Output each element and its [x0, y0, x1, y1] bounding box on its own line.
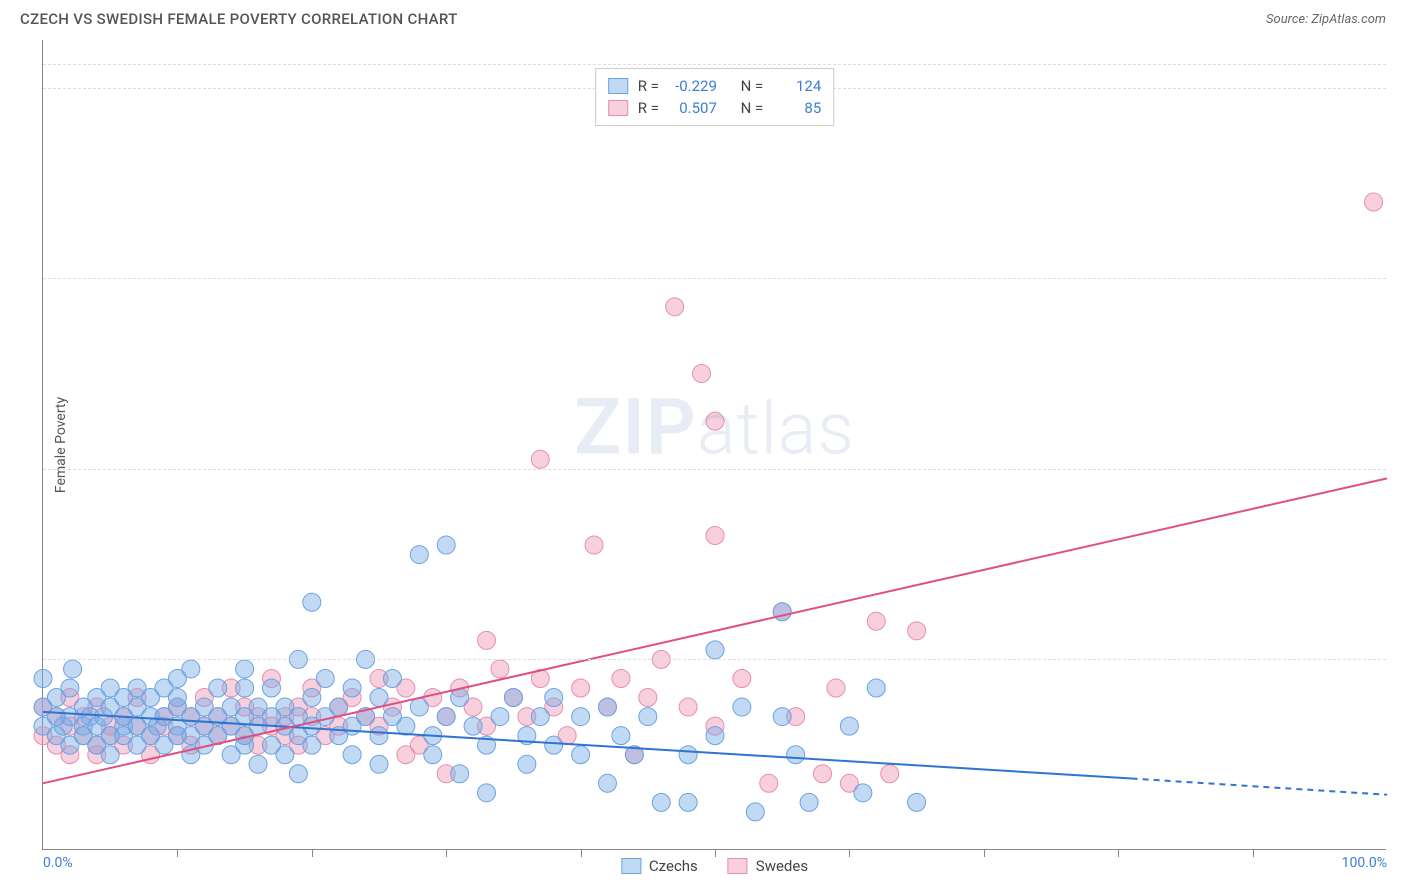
swatch-swedes-icon: [608, 100, 628, 116]
legend-label-czechs: Czechs: [649, 857, 698, 875]
legend-stats: R = -0.229 N = 124 R = 0.507 N = 85: [595, 68, 835, 126]
x-tick-label: 100.0%: [1342, 855, 1387, 871]
y-tick-label: 40.0%: [1393, 461, 1406, 477]
chart-container: Female Poverty ZIPatlas R = -0.229 N = 1…: [42, 40, 1386, 850]
plot-svg: [43, 40, 1386, 849]
y-tick-label: 80.0%: [1393, 80, 1406, 96]
gridline: [43, 278, 1386, 279]
x-tick-minor: [581, 849, 582, 857]
x-tick-minor: [984, 849, 985, 857]
chart-title: CZECH VS SWEDISH FEMALE POVERTY CORRELAT…: [20, 10, 458, 28]
source-label: Source: ZipAtlas.com: [1266, 12, 1386, 27]
y-tick-label: 20.0%: [1393, 651, 1406, 667]
x-tick-minor: [177, 849, 178, 857]
swatch-czechs-icon: [608, 78, 628, 94]
x-tick-minor: [849, 849, 850, 857]
gridline: [43, 64, 1386, 65]
swatch-swedes-icon: [728, 858, 748, 874]
x-tick-label: 0.0%: [43, 855, 73, 871]
gridline: [43, 469, 1386, 470]
x-tick-minor: [1118, 849, 1119, 857]
legend-stats-row-swedes: R = 0.507 N = 85: [608, 97, 822, 119]
legend-item-swedes: Swedes: [728, 857, 808, 875]
legend-label-swedes: Swedes: [756, 857, 808, 875]
gridline: [43, 659, 1386, 660]
legend-item-czechs: Czechs: [621, 857, 698, 875]
x-tick-minor: [715, 849, 716, 857]
x-tick-minor: [312, 849, 313, 857]
swatch-czechs-icon: [621, 858, 641, 874]
legend-stats-row-czechs: R = -0.229 N = 124: [608, 75, 822, 97]
x-tick-minor: [1253, 849, 1254, 857]
x-tick-minor: [446, 849, 447, 857]
legend-series: Czechs Swedes: [621, 857, 808, 875]
y-tick-label: 60.0%: [1393, 270, 1406, 286]
